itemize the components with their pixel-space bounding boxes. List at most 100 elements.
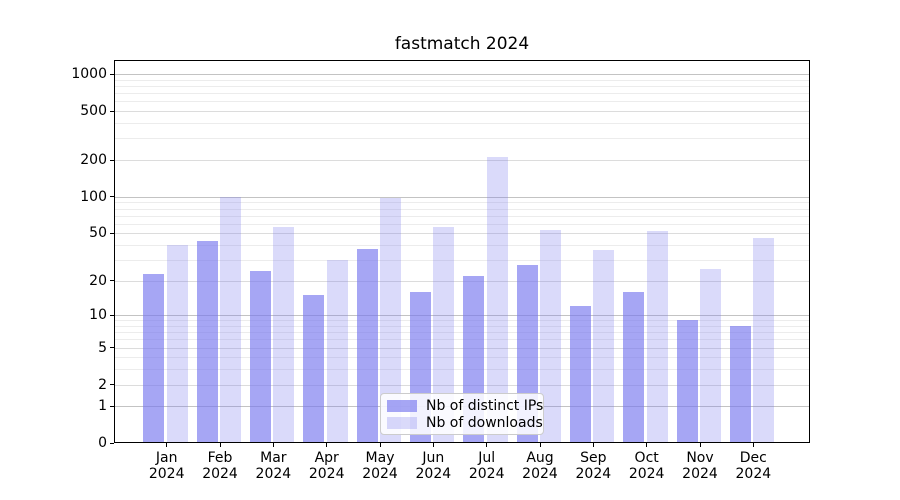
gridline [115,93,809,95]
x-month-name: Mar [260,450,287,466]
gridline [115,138,809,140]
x-month-label: May 2024 [348,450,412,482]
x-month-name: Apr [314,450,339,466]
gridline [115,74,809,76]
y-tick [110,384,114,386]
x-month-year: 2024 [735,465,772,482]
bar-distinct-ips-nov [676,320,698,442]
x-month-name: Oct [634,450,659,466]
y-tick [110,347,114,349]
x-month-year: 2024 [202,465,238,482]
legend-label-distinct-ips: Nb of distinct IPs [426,397,544,414]
x-month-label: Nov 2024 [668,450,732,482]
x-month-year: 2024 [628,465,665,482]
y-tick [110,280,114,282]
y-tick-label: 200 [80,152,107,168]
gridline [115,347,809,349]
y-tick [110,442,114,444]
x-month-label: Aug 2024 [508,450,572,482]
bar-downloads-jan [166,244,188,442]
x-tick [166,443,168,448]
gridline [115,86,809,88]
bar-distinct-ips-jan [143,273,165,442]
x-month-year: 2024 [308,465,345,482]
y-tick [110,232,114,234]
bar-downloads-nov [700,269,721,442]
gridline [115,332,809,334]
x-month-label: Dec 2024 [721,450,785,482]
bar-downloads-may [380,198,402,442]
y-tick-label: 5 [98,339,107,356]
bar-downloads-sep [593,250,615,442]
bar-downloads-dec [753,237,775,442]
x-month-year: 2024 [468,465,505,482]
bar-distinct-ips-apr [303,295,325,442]
gridline [115,233,809,235]
gridline [115,196,809,198]
x-month-label: Sep 2024 [561,450,625,482]
y-tick [110,110,114,112]
legend-swatch-distinct-ips [387,399,417,412]
x-month-name: Jul [478,450,496,466]
x-tick [646,443,648,448]
y-tick-label: 0 [98,435,107,452]
y-tick [110,159,114,161]
x-tick [699,443,701,448]
x-month-year: 2024 [682,465,718,482]
x-tick [432,443,434,448]
bar-downloads-apr [326,259,348,442]
bar-downloads-oct [646,231,668,442]
gridline [115,357,809,359]
x-month-label: Mar 2024 [241,450,305,482]
y-tick-label: 1 [98,398,107,415]
gridline [115,339,809,341]
x-month-year: 2024 [362,465,398,482]
x-month-name: Aug [526,450,554,466]
x-tick [592,443,594,448]
gridline [115,280,809,282]
gridline [115,325,809,327]
bar-downloads-mar [273,227,295,442]
gridline [115,202,809,204]
x-month-year: 2024 [522,465,558,482]
legend-item-downloads: Nb of downloads [387,415,543,431]
bar-distinct-ips-may [356,248,378,442]
gridline [115,111,809,113]
gridline [115,215,809,217]
gridline [115,101,809,103]
gridline [115,79,809,81]
bar-downloads-jun [433,227,455,442]
y-tick-label: 50 [89,225,107,242]
x-month-label: Jan 2024 [135,450,199,482]
x-month-name: Dec [739,450,767,466]
legend-swatch-downloads [387,416,417,429]
x-month-label: Jun 2024 [401,450,465,482]
x-month-year: 2024 [415,465,452,482]
y-tick [110,196,114,198]
gridline [115,223,809,225]
x-tick [219,443,221,448]
legend: Nb of distinct IPs Nb of downloads [380,393,544,435]
y-tick [110,405,114,407]
x-month-name: May [365,450,395,466]
x-month-year: 2024 [148,465,185,482]
bar-distinct-ips-feb [196,241,218,442]
x-month-name: Jun [422,450,445,466]
bar-distinct-ips-mar [250,271,272,442]
bar-downloads-feb [220,196,242,442]
y-tick [110,314,114,316]
x-month-name: Nov [686,450,714,466]
gridline [115,259,809,261]
x-month-name: Sep [580,450,607,466]
y-tick-label: 1000 [71,66,107,83]
gridline [115,160,809,161]
x-month-label: Oct 2024 [615,450,679,482]
bar-distinct-ips-oct [623,291,645,442]
gridline [115,369,809,371]
x-tick [379,443,381,448]
legend-label-downloads: Nb of downloads [426,414,543,431]
bar-downloads-jul [486,157,508,442]
y-tick-label: 100 [80,188,107,205]
y-tick-label: 20 [89,272,107,289]
